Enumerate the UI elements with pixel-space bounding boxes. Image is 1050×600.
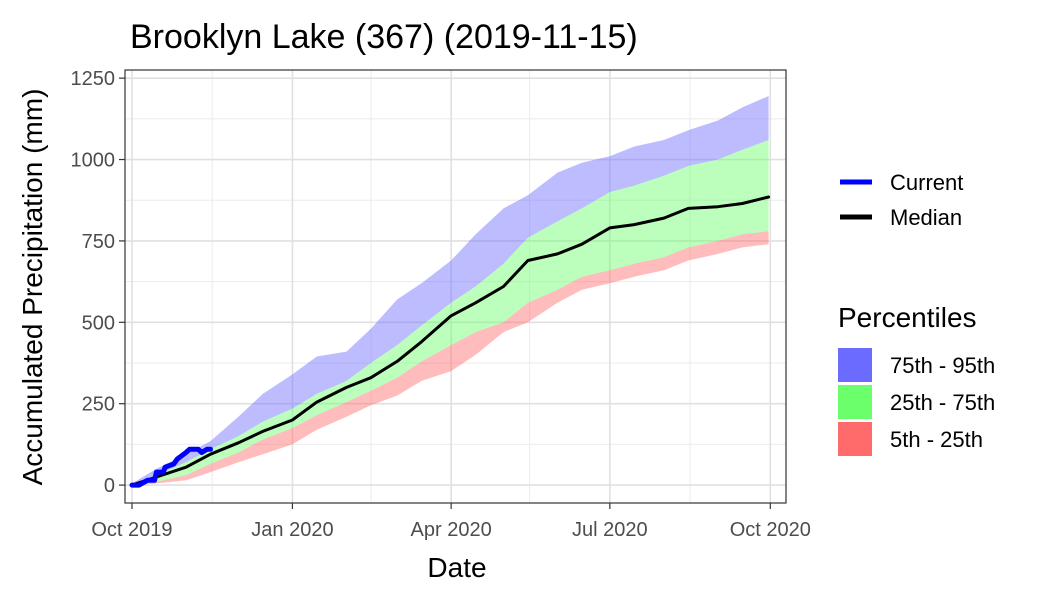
x-tick-label: Apr 2020 bbox=[411, 519, 492, 541]
y-tick-label: 500 bbox=[82, 312, 115, 334]
y-tick-label: 250 bbox=[82, 394, 115, 416]
band-5th-25th bbox=[132, 231, 769, 486]
legend-current-label: Current bbox=[890, 170, 963, 195]
y-axis-title: Accumulated Precipitation (mm) bbox=[17, 89, 48, 486]
y-tick-label: 1000 bbox=[71, 150, 116, 172]
y-axis: 0 250 500 750 1000 1250 bbox=[71, 68, 125, 497]
series-lines bbox=[129, 195, 771, 488]
legend-75-95-label: 75th - 95th bbox=[890, 353, 995, 378]
plot-panel bbox=[124, 69, 787, 504]
percentile-bands bbox=[132, 96, 769, 486]
band-25th-75th bbox=[132, 140, 769, 486]
grid-lines bbox=[125, 70, 786, 503]
legend-percentiles-title: Percentiles bbox=[838, 302, 977, 333]
x-tick-label: Oct 2020 bbox=[730, 519, 811, 541]
y-tick-label: 750 bbox=[82, 231, 115, 253]
plot-border bbox=[124, 69, 787, 504]
y-tick-label: 0 bbox=[104, 475, 115, 497]
x-tick-label: Jul 2020 bbox=[572, 519, 648, 541]
x-tick-label: Jan 2020 bbox=[251, 519, 333, 541]
x-axis-title: Date bbox=[427, 552, 486, 583]
chart-title: Brooklyn Lake (367) (2019-11-15) bbox=[130, 18, 638, 56]
band-75th-95th bbox=[132, 96, 769, 486]
legend-75-95-swatch bbox=[838, 348, 872, 382]
legend: Current Median Percentiles 75th - 95th 2… bbox=[838, 170, 995, 456]
x-tick-label: Oct 2019 bbox=[91, 519, 172, 541]
y-tick-label: 1250 bbox=[71, 68, 116, 90]
legend-25-75-swatch bbox=[838, 385, 872, 419]
legend-5-25-label: 5th - 25th bbox=[890, 427, 983, 452]
legend-25-75-label: 25th - 75th bbox=[890, 390, 995, 415]
x-axis: Oct 2019 Jan 2020 Apr 2020 Jul 2020 Oct 2020 bbox=[91, 503, 811, 541]
plot-background bbox=[125, 70, 786, 503]
current-series-line bbox=[129, 446, 213, 488]
median-series-line bbox=[130, 195, 771, 487]
legend-5-25-swatch bbox=[838, 422, 872, 456]
legend-median-label: Median bbox=[890, 205, 962, 230]
